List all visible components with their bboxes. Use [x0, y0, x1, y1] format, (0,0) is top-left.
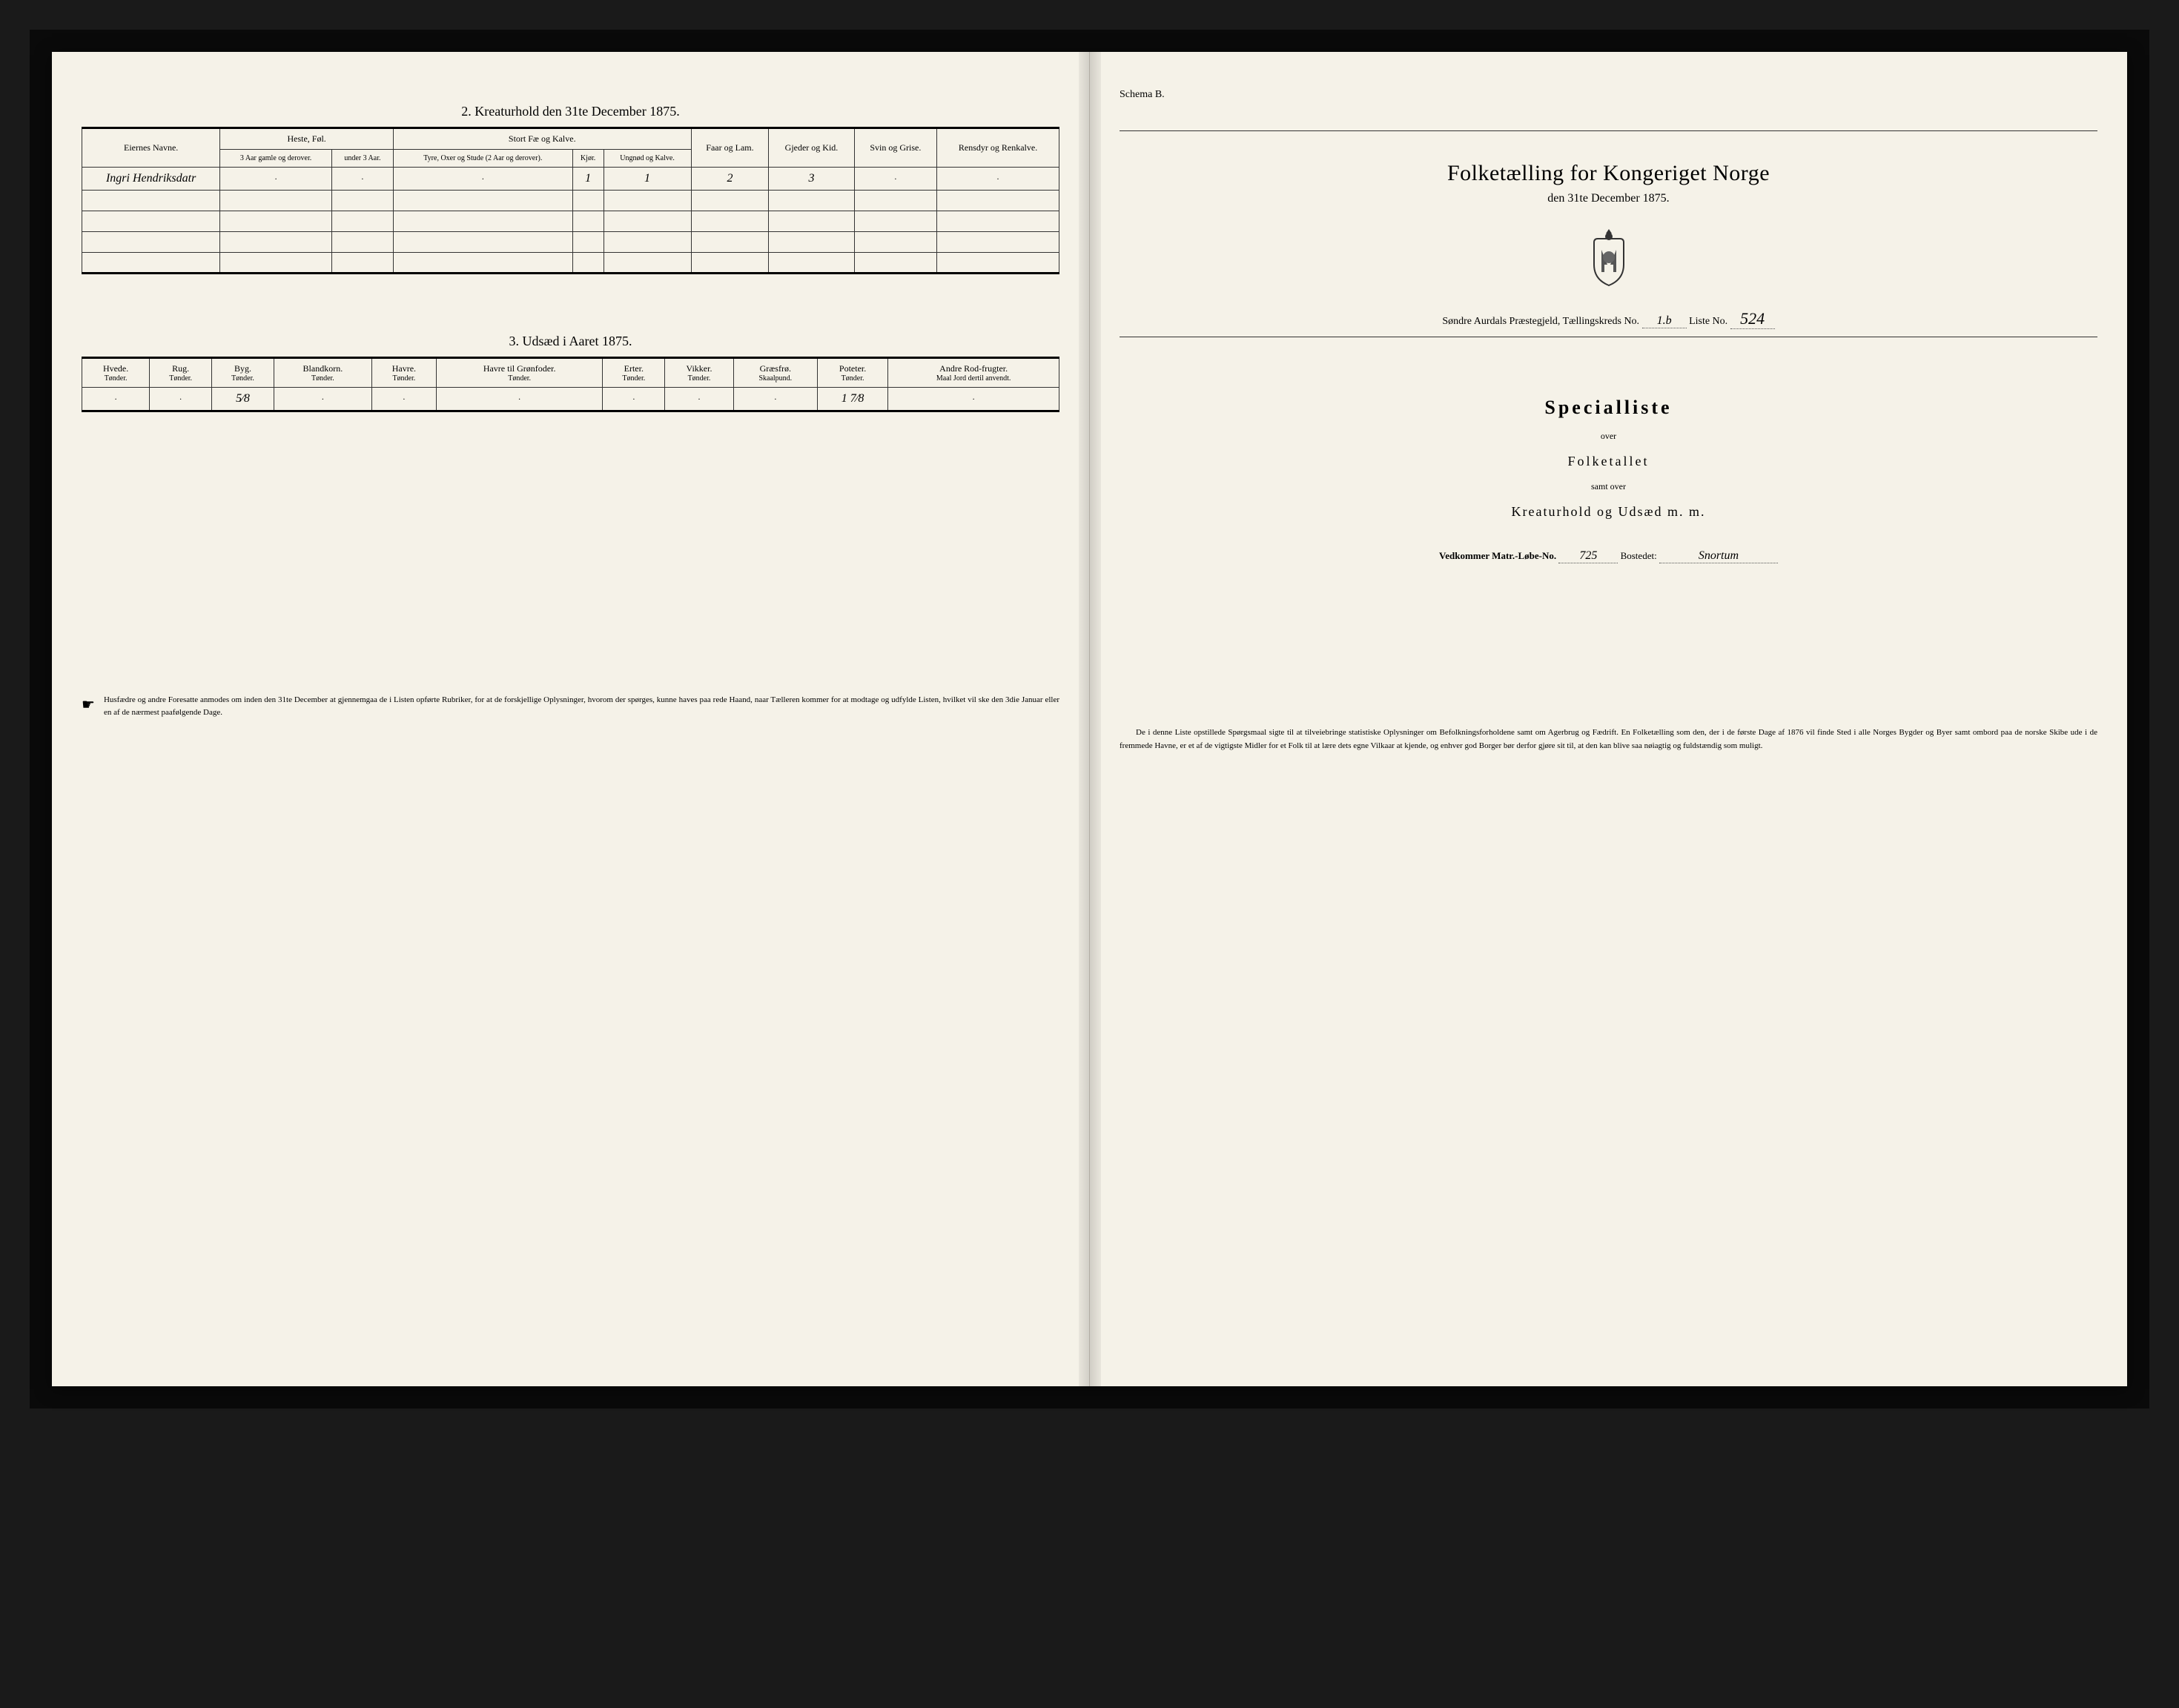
col-heste2: under 3 Aar. — [331, 150, 393, 168]
col-stort3: Ungnød og Kalve. — [604, 150, 691, 168]
table-row — [82, 211, 1059, 232]
cell: · — [274, 388, 371, 411]
note-text: Husfædre og andre Foresatte anmodes om i… — [104, 694, 1059, 718]
footer-note: ☛ Husfædre og andre Foresatte anmodes om… — [82, 694, 1059, 718]
cell: 5⁄8 — [212, 388, 274, 411]
bosted-value: Snortum — [1659, 549, 1778, 563]
col-stort2: Kjør. — [572, 150, 604, 168]
col-header: Byg.Tønder. — [212, 358, 274, 388]
cell: · — [393, 168, 572, 191]
bosted-label: Bostedet: — [1621, 550, 1657, 561]
cell: · — [888, 388, 1059, 411]
col-header: Blandkorn.Tønder. — [274, 358, 371, 388]
cell: 1 — [604, 168, 691, 191]
liste-no: 524 — [1730, 309, 1775, 329]
col-stort1: Tyre, Oxer og Stude (2 Aar og derover). — [393, 150, 572, 168]
table-row — [82, 191, 1059, 211]
cell: 3 — [769, 168, 854, 191]
col-header: Græsfrø.Skaalpund. — [733, 358, 817, 388]
table-row: Ingri Hendriksdatr · · · 1 1 2 3 · · — [82, 168, 1059, 191]
col-header: Havre.Tønder. — [371, 358, 436, 388]
col-header: Rug.Tønder. — [150, 358, 212, 388]
col-faar: Faar og Lam. — [691, 128, 769, 168]
district-no: 1.b — [1642, 314, 1687, 328]
coat-of-arms-icon — [1587, 228, 1631, 287]
table-header-row: Hvede.Tønder.Rug.Tønder.Byg.Tønder.Bland… — [82, 358, 1059, 388]
cell: · — [82, 388, 150, 411]
left-page: 2. Kreaturhold den 31te December 1875. E… — [52, 52, 1090, 1386]
vedkommer-line: Vedkommer Matr.-Løbe-No. 725 Bostedet: S… — [1120, 549, 2097, 563]
col-header: Vikker.Tønder. — [665, 358, 734, 388]
right-page: Schema B. Folketælling for Kongeriget No… — [1090, 52, 2127, 1386]
cell: · — [220, 168, 332, 191]
col-header: Havre til Grønfoder.Tønder. — [436, 358, 603, 388]
rule — [1120, 130, 2097, 131]
pointing-hand-icon: ☛ — [82, 694, 95, 718]
livestock-table: Eiernes Navne. Heste, Føl. Stort Fæ og K… — [82, 127, 1059, 274]
kreatur-label: Kreaturhold og Udsæd m. m. — [1120, 504, 2097, 520]
cell: · — [665, 388, 734, 411]
page-spread: 2. Kreaturhold den 31te December 1875. E… — [52, 52, 2127, 1386]
col-heste1: 3 Aar gamle og derover. — [220, 150, 332, 168]
col-svin: Svin og Grise. — [854, 128, 936, 168]
cell: · — [937, 168, 1059, 191]
section2-title: 2. Kreaturhold den 31te December 1875. — [82, 104, 1059, 119]
col-group-stort: Stort Fæ og Kalve. — [393, 128, 691, 150]
col-header: Poteter.Tønder. — [817, 358, 887, 388]
cell: · — [371, 388, 436, 411]
cell: · — [436, 388, 603, 411]
folketallet-label: Folketallet — [1120, 454, 2097, 469]
col-group-heste: Heste, Føl. — [220, 128, 394, 150]
cell: · — [331, 168, 393, 191]
table-row — [82, 253, 1059, 274]
samt-label: samt over — [1120, 481, 2097, 492]
district-line: Søndre Aurdals Præstegjeld, Tællingskred… — [1120, 309, 2097, 329]
main-title: Folketælling for Kongeriget Norge — [1120, 161, 2097, 186]
table-row — [82, 232, 1059, 253]
cell: 1 — [572, 168, 604, 191]
cell: 2 — [691, 168, 769, 191]
cell: · — [733, 388, 817, 411]
district-prefix: Søndre Aurdals Præstegjeld, Tællingskred… — [1442, 316, 1639, 327]
schema-label: Schema B. — [1120, 89, 2097, 101]
document-frame: 2. Kreaturhold den 31te December 1875. E… — [30, 30, 2149, 1409]
section3-title: 3. Udsæd i Aaret 1875. — [82, 334, 1059, 349]
sub-title: den 31te December 1875. — [1120, 192, 2097, 205]
liste-label: Liste No. — [1689, 316, 1727, 327]
cell: 1 7⁄8 — [817, 388, 887, 411]
col-owner: Eiernes Navne. — [82, 128, 220, 168]
cell: · — [603, 388, 665, 411]
vedkommer-label: Vedkommer Matr.-Løbe-No. — [1439, 550, 1556, 561]
table-row: ··5⁄8······1 7⁄8· — [82, 388, 1059, 411]
intro-paragraph: De i denne Liste opstillede Spørgsmaal s… — [1120, 726, 2097, 752]
cell: · — [854, 168, 936, 191]
col-header: Andre Rod-frugter.Maal Jord dertil anven… — [888, 358, 1059, 388]
cell: · — [150, 388, 212, 411]
owner-cell: Ingri Hendriksdatr — [82, 168, 220, 191]
col-header: Hvede.Tønder. — [82, 358, 150, 388]
col-rensdyr: Rensdyr og Renkalve. — [937, 128, 1059, 168]
over-label: over — [1120, 431, 2097, 442]
matr-no: 725 — [1558, 549, 1618, 563]
specialliste-title: Specialliste — [1120, 397, 2097, 419]
seed-table: Hvede.Tønder.Rug.Tønder.Byg.Tønder.Bland… — [82, 357, 1059, 412]
col-header: Erter.Tønder. — [603, 358, 665, 388]
col-gjeder: Gjeder og Kid. — [769, 128, 854, 168]
